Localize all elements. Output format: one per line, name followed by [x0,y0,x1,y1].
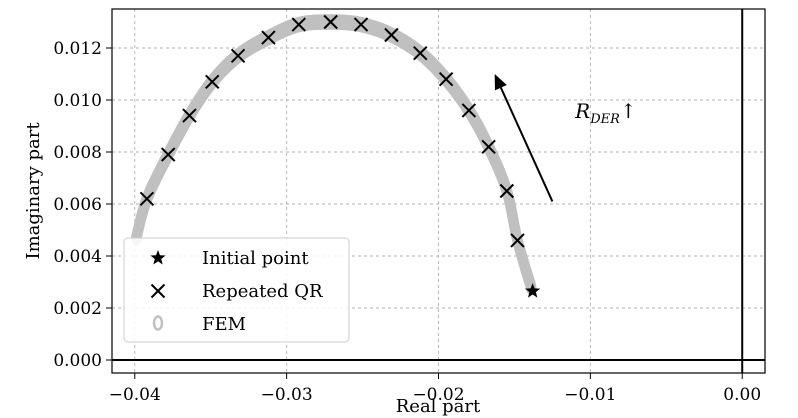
repeated-qr-point [323,14,338,30]
legend-x-marker [150,283,166,299]
annotation-label: RDER↑ [574,99,637,127]
repeated-qr-point [261,30,276,45]
legend-box [123,237,350,343]
legend: Initial point Repeated QR FEM [123,237,350,343]
legend-item-fem: FEM [152,314,246,335]
circle-marker-icon [152,315,164,331]
repeated-qr-point [384,27,399,43]
x-stroke [205,74,220,90]
y-tick-label: 0.000 [53,351,102,371]
y-tick-label: 0.002 [53,299,102,319]
repeated-qr-point [291,17,306,32]
x-stroke [481,139,496,155]
annotation-label-main: R [574,99,590,123]
repeated-qr-point [182,108,197,123]
x-stroke [230,48,246,64]
ticks: −0.04 −0.03 −0.02 −0.01 0.00 0.000 0.002 0.004 0… [53,39,761,405]
x-stroke [413,45,428,61]
repeated-qr-point [413,45,428,61]
x-stroke [384,27,399,43]
y-tick-label: 0.006 [53,195,102,215]
repeated-qr-point [230,48,246,64]
x-stroke [510,233,525,248]
annotation-arrow-head [494,74,507,91]
annotation-arrow [499,87,554,202]
x-stroke [261,30,276,45]
x-tick-label: −0.01 [564,385,616,405]
repeated-qr-point [160,147,176,162]
star-icon [150,250,166,265]
repeated-qr-point [139,191,155,207]
x-axis-title: Real part [396,396,481,417]
repeated-qr-point [438,71,454,87]
fem-series [131,14,537,295]
annotation: RDER↑ [494,74,637,202]
repeated-qr-point [499,183,515,199]
x-stroke [160,147,176,162]
x-stroke [323,14,338,30]
x-stroke [353,17,369,32]
repeated-qr-point [353,17,369,32]
legend-label-initial-point: Initial point [202,248,309,269]
legend-item-repeated-qr: Repeated QR [150,281,323,302]
repeated-qr-series [139,14,525,248]
repeated-qr-point [461,103,477,118]
x-tick-label: 0.00 [723,385,761,405]
x-stroke [139,191,155,207]
x-stroke [150,283,166,299]
y-axis-title: Imaginary part [23,122,44,260]
x-stroke [499,183,515,199]
reference-lines [112,9,765,373]
initial-point-series [525,283,541,298]
y-tick-label: 0.008 [53,143,102,163]
legend-label-repeated-qr: Repeated QR [202,281,323,302]
x-stroke [291,17,306,32]
x-tick-label: −0.03 [261,385,313,405]
y-tick-label: 0.012 [53,39,102,59]
repeated-qr-point [481,139,496,155]
x-stroke [182,108,197,123]
repeated-qr-point [510,233,525,248]
x-marker-icon [150,283,166,299]
initial-point-star [525,283,541,298]
x-stroke [438,71,454,87]
x-tick-label: −0.04 [109,385,161,405]
x-tick-label: −0.02 [412,385,464,405]
x-stroke [461,103,477,118]
repeated-qr-point [205,74,220,90]
y-tick-label: 0.010 [53,91,102,111]
y-tick-label: 0.004 [53,247,102,267]
legend-item-initial-point: Initial point [150,248,309,269]
annotation-label-suffix: ↑ [620,99,637,123]
annotation-label-subscript: DER [589,112,620,127]
legend-label-fem: FEM [202,314,246,335]
